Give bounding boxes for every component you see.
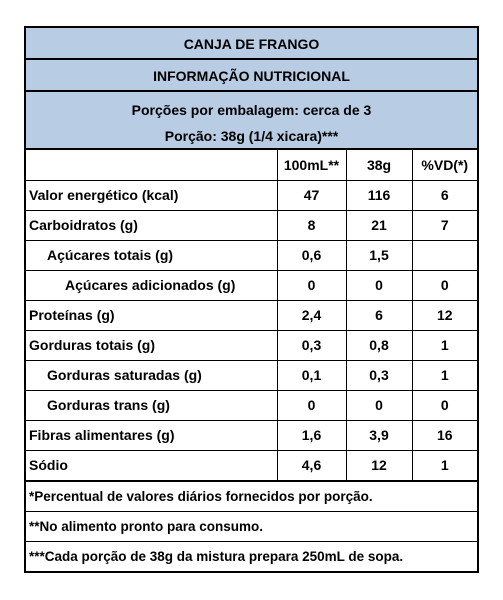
- value-per-100ml: 0,3: [276, 329, 347, 361]
- daily-value-percent: 1: [411, 359, 477, 391]
- column-header-blank: [26, 150, 278, 181]
- daily-value-percent: 7: [411, 209, 477, 241]
- daily-value-percent: 16: [411, 419, 477, 451]
- product-title: CANJA DE FRANGO: [26, 28, 477, 60]
- daily-value-percent: 6: [411, 179, 477, 211]
- nutrient-label: Gorduras saturadas (g): [26, 359, 278, 391]
- value-per-portion: 3,9: [345, 419, 413, 451]
- section-title: INFORMAÇÃO NUTRICIONAL: [26, 60, 477, 92]
- nutrient-label: Valor energético (kcal): [26, 179, 278, 211]
- daily-value-percent: 0: [411, 389, 477, 421]
- value-per-portion: 116: [345, 179, 413, 211]
- nutrient-label: Gorduras totais (g): [26, 329, 278, 361]
- value-per-portion: 0: [345, 389, 413, 421]
- table-row: Gorduras saturadas (g) 0,1 0,3 1: [26, 359, 477, 391]
- value-per-portion: 0,8: [345, 329, 413, 361]
- footnote-serving-prep: ***Cada porção de 38g da mistura prepara…: [26, 540, 477, 571]
- value-per-100ml: 47: [276, 179, 347, 211]
- value-per-100ml: 0,6: [276, 239, 347, 271]
- table-row: Sódio 4,6 12 1: [26, 449, 477, 481]
- value-per-portion: 21: [345, 209, 413, 241]
- daily-value-percent: 12: [411, 299, 477, 331]
- value-per-100ml: 0,1: [276, 359, 347, 391]
- value-per-100ml: 0: [276, 389, 347, 421]
- table-row: Açúcares adicionados (g) 0 0 0: [26, 269, 477, 301]
- value-per-100ml: 4,6: [276, 449, 347, 481]
- nutrition-table: 100mL** 38g %VD(*) Valor energético (kca…: [26, 150, 477, 481]
- daily-value-percent: 0: [411, 269, 477, 301]
- nutrition-facts-panel: CANJA DE FRANGO INFORMAÇÃO NUTRICIONAL P…: [24, 26, 479, 573]
- footnote-ready-to-eat: **No alimento pronto para consumo.: [26, 510, 477, 541]
- nutrient-label: Carboidratos (g): [26, 209, 278, 241]
- table-row: Gorduras trans (g) 0 0 0: [26, 389, 477, 421]
- table-row: Gorduras totais (g) 0,3 0,8 1: [26, 329, 477, 361]
- value-per-100ml: 1,6: [276, 419, 347, 451]
- column-header-per-portion: 38g: [345, 150, 413, 181]
- nutrient-label: Sódio: [26, 449, 278, 481]
- table-row: Carboidratos (g) 8 21 7: [26, 209, 477, 241]
- table-row: Açúcares totais (g) 0,6 1,5: [26, 239, 477, 271]
- nutrient-label: Proteínas (g): [26, 299, 278, 331]
- footnote-daily-values: *Percentual de valores diários fornecido…: [26, 480, 477, 511]
- nutrient-label: Açúcares adicionados (g): [26, 269, 278, 301]
- serving-size: Porção: 38g (1/4 xicara)***: [164, 128, 339, 144]
- portion-info: Porções por embalagem: cerca de 3 Porção…: [26, 92, 477, 150]
- value-per-portion: 1,5: [345, 239, 413, 271]
- nutrient-label: Açúcares totais (g): [26, 239, 278, 271]
- daily-value-percent: [411, 239, 477, 271]
- value-per-100ml: 8: [276, 209, 347, 241]
- nutrient-label: Gorduras trans (g): [26, 389, 278, 421]
- table-row: Valor energético (kcal) 47 116 6: [26, 179, 477, 211]
- nutrient-label: Fibras alimentares (g): [26, 419, 278, 451]
- value-per-portion: 0,3: [345, 359, 413, 391]
- value-per-portion: 6: [345, 299, 413, 331]
- daily-value-percent: 1: [411, 449, 477, 481]
- value-per-portion: 12: [345, 449, 413, 481]
- daily-value-percent: 1: [411, 329, 477, 361]
- servings-per-package: Porções por embalagem: cerca de 3: [131, 102, 372, 118]
- value-per-100ml: 0: [276, 269, 347, 301]
- value-per-portion: 0: [345, 269, 413, 301]
- column-header-row: 100mL** 38g %VD(*): [26, 150, 477, 181]
- column-header-per-100ml: 100mL**: [276, 150, 347, 181]
- column-header-daily-value: %VD(*): [411, 150, 477, 181]
- value-per-100ml: 2,4: [276, 299, 347, 331]
- table-row: Fibras alimentares (g) 1,6 3,9 16: [26, 419, 477, 451]
- table-row: Proteínas (g) 2,4 6 12: [26, 299, 477, 331]
